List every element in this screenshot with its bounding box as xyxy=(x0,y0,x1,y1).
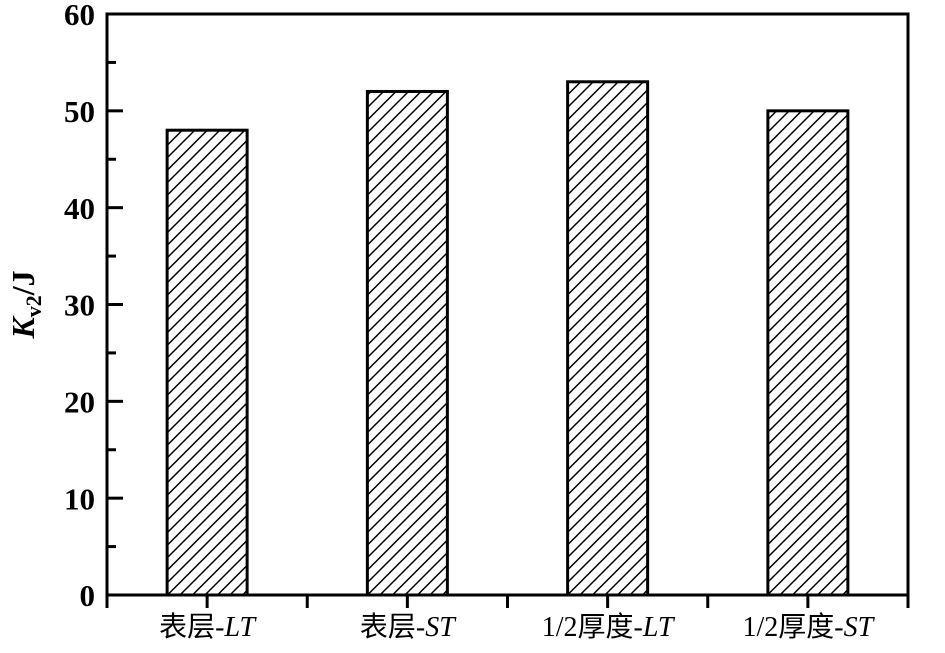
bar-1 xyxy=(365,89,449,597)
axes-layer xyxy=(105,12,910,608)
y-tick-label-20: 20 xyxy=(64,384,95,419)
bar-0 xyxy=(165,128,249,597)
y-tick-label-50: 50 xyxy=(64,94,95,129)
x-category-label-3: 1/2厚度-ST xyxy=(743,611,876,643)
x-category-label-0: 表层-LT xyxy=(159,611,257,643)
y-tick-label-40: 40 xyxy=(64,191,95,226)
labels-layer: 0 10 20 30 40 50 60 表层-LT 表层-ST 1/2厚度-LT 1/2厚度-ST K… xyxy=(5,0,876,643)
bars-layer xyxy=(165,80,850,597)
x-category-label-1: 表层-ST xyxy=(360,611,457,643)
bar-2 xyxy=(566,80,650,597)
y-tick-label-10: 10 xyxy=(64,481,95,516)
y-axis-label: Kv2/J xyxy=(5,270,46,339)
x-category-label-2: 1/2厚度-LT xyxy=(542,611,676,643)
y-tick-label-60: 60 xyxy=(64,0,95,32)
bar-3 xyxy=(766,109,850,597)
y-tick-label-30: 30 xyxy=(64,288,95,323)
y-tick-label-0: 0 xyxy=(80,578,96,613)
